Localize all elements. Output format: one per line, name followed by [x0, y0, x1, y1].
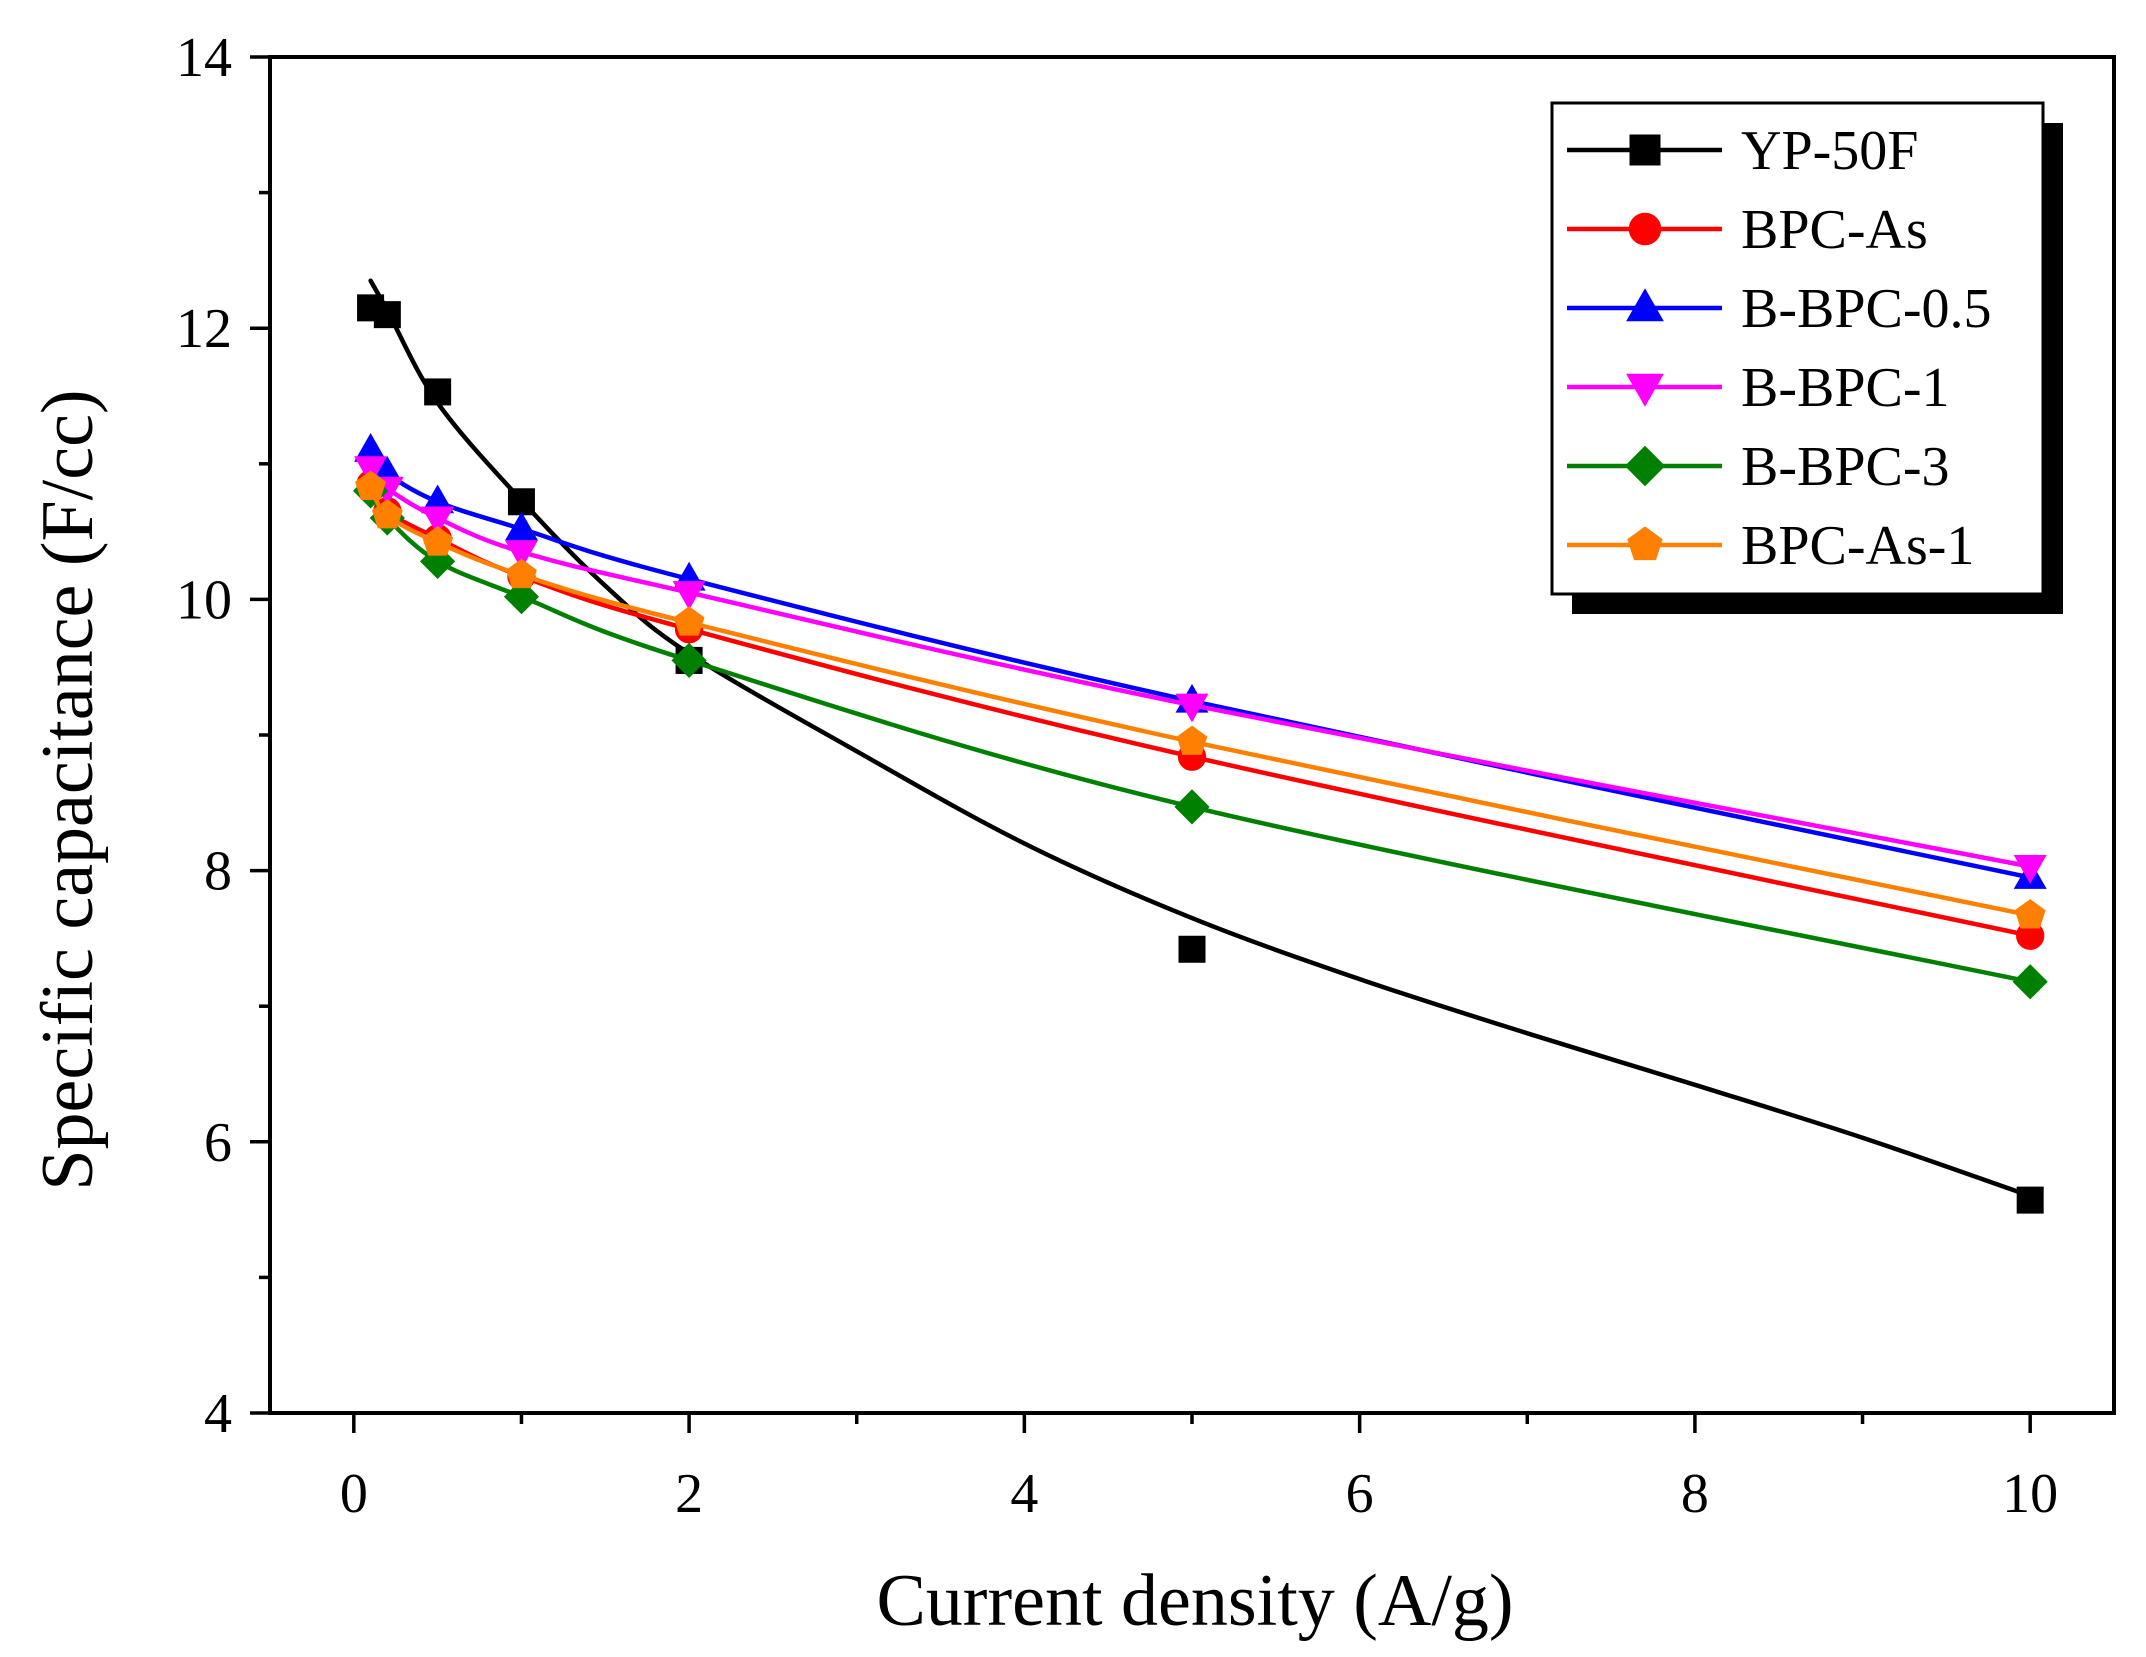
plot-area [352, 278, 2048, 1214]
series-bpc-as-1 [355, 470, 2046, 929]
legend-entry-bpc-as-1: BPC-As-1 [1567, 515, 1974, 577]
data-point [505, 540, 538, 570]
legend-marker [1627, 526, 1663, 561]
y-tick-label: 14 [176, 27, 232, 89]
y-tick-label: 10 [176, 569, 232, 631]
legend-entry-b-bpc-0-5: B-BPC-0.5 [1567, 278, 1992, 340]
series-line [368, 278, 2033, 1199]
data-point [371, 499, 403, 529]
data-point [1176, 725, 1208, 755]
legend-entry-bpc-as: BPC-As [1567, 199, 1928, 261]
y-axis-title: Specific capacitance (F/cc) [27, 389, 109, 1190]
data-point [2014, 899, 2046, 929]
legend-label: B-BPC-3 [1741, 436, 1950, 498]
data-point [506, 558, 537, 589]
series-b-bpc-1 [354, 456, 2047, 884]
data-point [505, 511, 538, 541]
x-tick-label: 6 [1346, 1463, 1374, 1525]
data-point [424, 378, 452, 406]
x-tick-label: 0 [340, 1463, 368, 1525]
data-point [422, 526, 454, 556]
data-point [672, 581, 706, 610]
legend-marker [1624, 445, 1666, 487]
legend-entry-b-bpc-3: B-BPC-3 [1567, 436, 1950, 498]
legend-entry-b-bpc-1: B-BPC-1 [1567, 357, 1950, 419]
x-tick-label: 10 [2002, 1463, 2058, 1525]
x-axis-title: Current density (A/g) [876, 1560, 1513, 1642]
data-point [673, 606, 705, 636]
legend-label: YP-50F [1741, 120, 1918, 182]
x-tick-label: 2 [675, 1463, 703, 1525]
legend-marker [1626, 288, 1664, 322]
data-point [2016, 1186, 2044, 1214]
data-point [2012, 964, 2048, 1000]
y-tick-label: 4 [204, 1383, 232, 1445]
legend-label: BPC-As-1 [1741, 515, 1974, 577]
series-line [368, 447, 2033, 880]
data-point [355, 470, 386, 500]
data-point [503, 579, 540, 615]
legend-entry-yp-50f: YP-50F [1567, 120, 1918, 182]
y-tick-label: 8 [204, 841, 232, 903]
legend-marker [1626, 373, 1664, 407]
legend-label: B-BPC-0.5 [1741, 278, 1992, 340]
data-point [354, 456, 388, 486]
legend-label: B-BPC-1 [1741, 357, 1950, 419]
series-yp-50f [357, 278, 2044, 1214]
x-tick-label: 4 [1010, 1463, 1038, 1525]
legend-box [1550, 101, 2045, 596]
axes: 0 2 4 6 8 10 4 6 8 10 12 14 [176, 27, 2116, 1525]
data-point [1175, 693, 1209, 723]
data-point [2013, 855, 2047, 884]
data-point [1178, 935, 1206, 963]
legend-marker [1629, 134, 1661, 166]
data-point [373, 301, 401, 329]
x-tick-label: 8 [1681, 1463, 1709, 1525]
series-line [368, 488, 2033, 985]
legend: YP-50F BPC-As B-BPC-0.5 B-BPC-1 B-BPC-3 BPC-A… [1550, 101, 2063, 614]
y-tick-label: 6 [204, 1112, 232, 1174]
data-point [507, 488, 535, 516]
data-point [421, 506, 455, 536]
data-point [1174, 789, 1210, 825]
legend-marker [1628, 212, 1662, 246]
y-tick-label: 12 [176, 298, 232, 360]
data-point [671, 642, 707, 679]
legend-label: BPC-As [1741, 199, 1928, 261]
